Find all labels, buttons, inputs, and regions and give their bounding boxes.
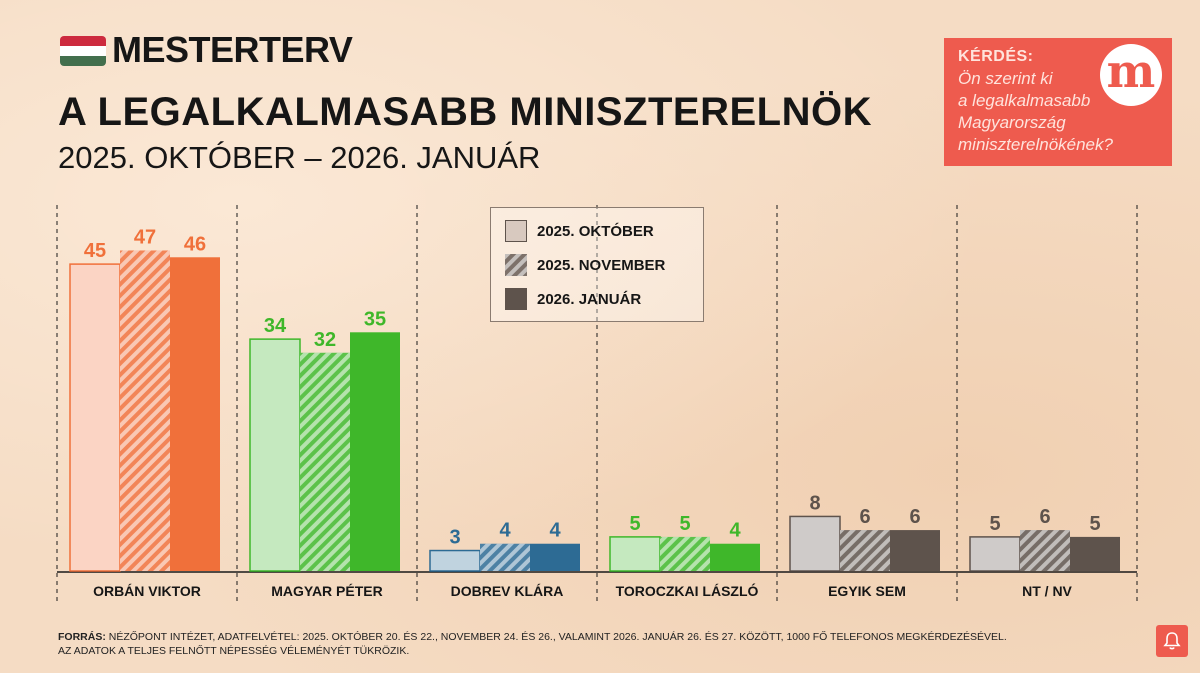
- legend-swatch-january: [505, 288, 527, 310]
- brand-title: MESTERTERV: [112, 29, 353, 70]
- question-text: Ön szerint ki a legalkalmasabb Magyarors…: [958, 68, 1158, 156]
- bar: [1070, 536, 1120, 571]
- legend-swatch-november: [505, 254, 527, 276]
- legend-item-november: 2025. NOVEMBER: [505, 252, 665, 278]
- bar-hatch: [1020, 530, 1070, 571]
- data-label: 6: [1039, 506, 1050, 528]
- footnote-label: FORRÁS:: [58, 631, 106, 643]
- category-label: ORBÁN VIKTOR: [93, 583, 201, 599]
- data-label: 4: [499, 520, 511, 542]
- data-label: 5: [989, 513, 1000, 535]
- bar-hatch: [300, 352, 350, 571]
- page-subtitle: 2025. OKTÓBER – 2026. JANUÁR: [58, 140, 541, 175]
- bar: [789, 515, 841, 572]
- bar: [249, 338, 301, 572]
- notification-bell-icon[interactable]: [1156, 625, 1188, 657]
- data-label: 4: [549, 520, 561, 542]
- bar: [890, 530, 940, 571]
- bar: [69, 263, 121, 572]
- data-label: 5: [629, 513, 640, 535]
- category-label: DOBREV KLÁRA: [451, 583, 564, 599]
- bar: [710, 543, 760, 571]
- bar-hatch: [120, 250, 170, 571]
- question-box: KÉRDÉS: Ön szerint ki a legalkalmasabb M…: [944, 38, 1172, 166]
- category-label: EGYIK SEM: [828, 583, 906, 599]
- data-label: 5: [1089, 513, 1100, 535]
- footnote-line-1: FORRÁS: NÉZŐPONT INTÉZET, ADATFELVÉTEL: …: [58, 630, 1007, 644]
- page-title: A LEGALKALMASABB MINISZTERELNÖK: [58, 90, 872, 134]
- category-label: NT / NV: [1022, 583, 1072, 599]
- bar: [530, 543, 580, 571]
- bar-hatch: [480, 543, 530, 571]
- bar: [170, 257, 220, 571]
- flag-stripe-red: [60, 36, 106, 46]
- data-label: 6: [909, 506, 920, 528]
- flag-stripe-green: [60, 56, 106, 66]
- legend-label: 2025. NOVEMBER: [537, 256, 666, 274]
- data-label: 8: [809, 492, 820, 514]
- data-label: 47: [134, 226, 156, 248]
- bar: [429, 549, 481, 572]
- mandiner-logo-icon: m: [1100, 44, 1162, 106]
- category-label: MAGYAR PÉTER: [271, 583, 383, 599]
- footnote-line-2: AZ ADATOK A TELJES FELNŐTT NÉPESSÉG VÉLE…: [58, 645, 410, 657]
- data-label: 45: [84, 240, 106, 262]
- question-line: a legalkalmasabb: [958, 91, 1091, 110]
- hungarian-flag-icon: [60, 36, 106, 66]
- legend-label: 2026. JANUÁR: [537, 290, 642, 308]
- data-label: 4: [729, 520, 741, 542]
- data-label: 35: [364, 308, 386, 330]
- data-label: 34: [264, 315, 287, 337]
- data-label: 46: [184, 233, 206, 255]
- source-footnote: FORRÁS: NÉZŐPONT INTÉZET, ADATFELVÉTEL: …: [58, 630, 1007, 658]
- data-label: 6: [859, 506, 870, 528]
- question-line: Ön szerint ki: [958, 69, 1053, 88]
- bar: [969, 536, 1021, 572]
- data-label: 5: [679, 513, 690, 535]
- chart-legend: 2025. OKTÓBER 2025. NOVEMBER 2026. JANUÁ…: [490, 207, 704, 322]
- footnote-text: NÉZŐPONT INTÉZET, ADATFELVÉTEL: 2025. OK…: [108, 631, 1007, 643]
- bell-icon: [1163, 632, 1181, 650]
- question-line: Magyarország: [958, 113, 1066, 132]
- bar: [350, 332, 400, 571]
- data-label: 3: [449, 527, 460, 549]
- question-label: KÉRDÉS:: [958, 48, 1034, 65]
- question-line: miniszterelnökének?: [958, 135, 1113, 154]
- legend-item-october: 2025. OKTÓBER: [505, 218, 654, 244]
- legend-label: 2025. OKTÓBER: [537, 222, 654, 240]
- bar: [609, 536, 661, 572]
- data-label: 32: [314, 329, 336, 351]
- bar-hatch: [660, 536, 710, 571]
- bar-hatch: [840, 530, 890, 571]
- category-label: TOROCZKAI LÁSZLÓ: [616, 582, 759, 599]
- flag-stripe-white: [60, 46, 106, 56]
- legend-swatch-october: [505, 220, 527, 242]
- legend-item-january: 2026. JANUÁR: [505, 286, 641, 312]
